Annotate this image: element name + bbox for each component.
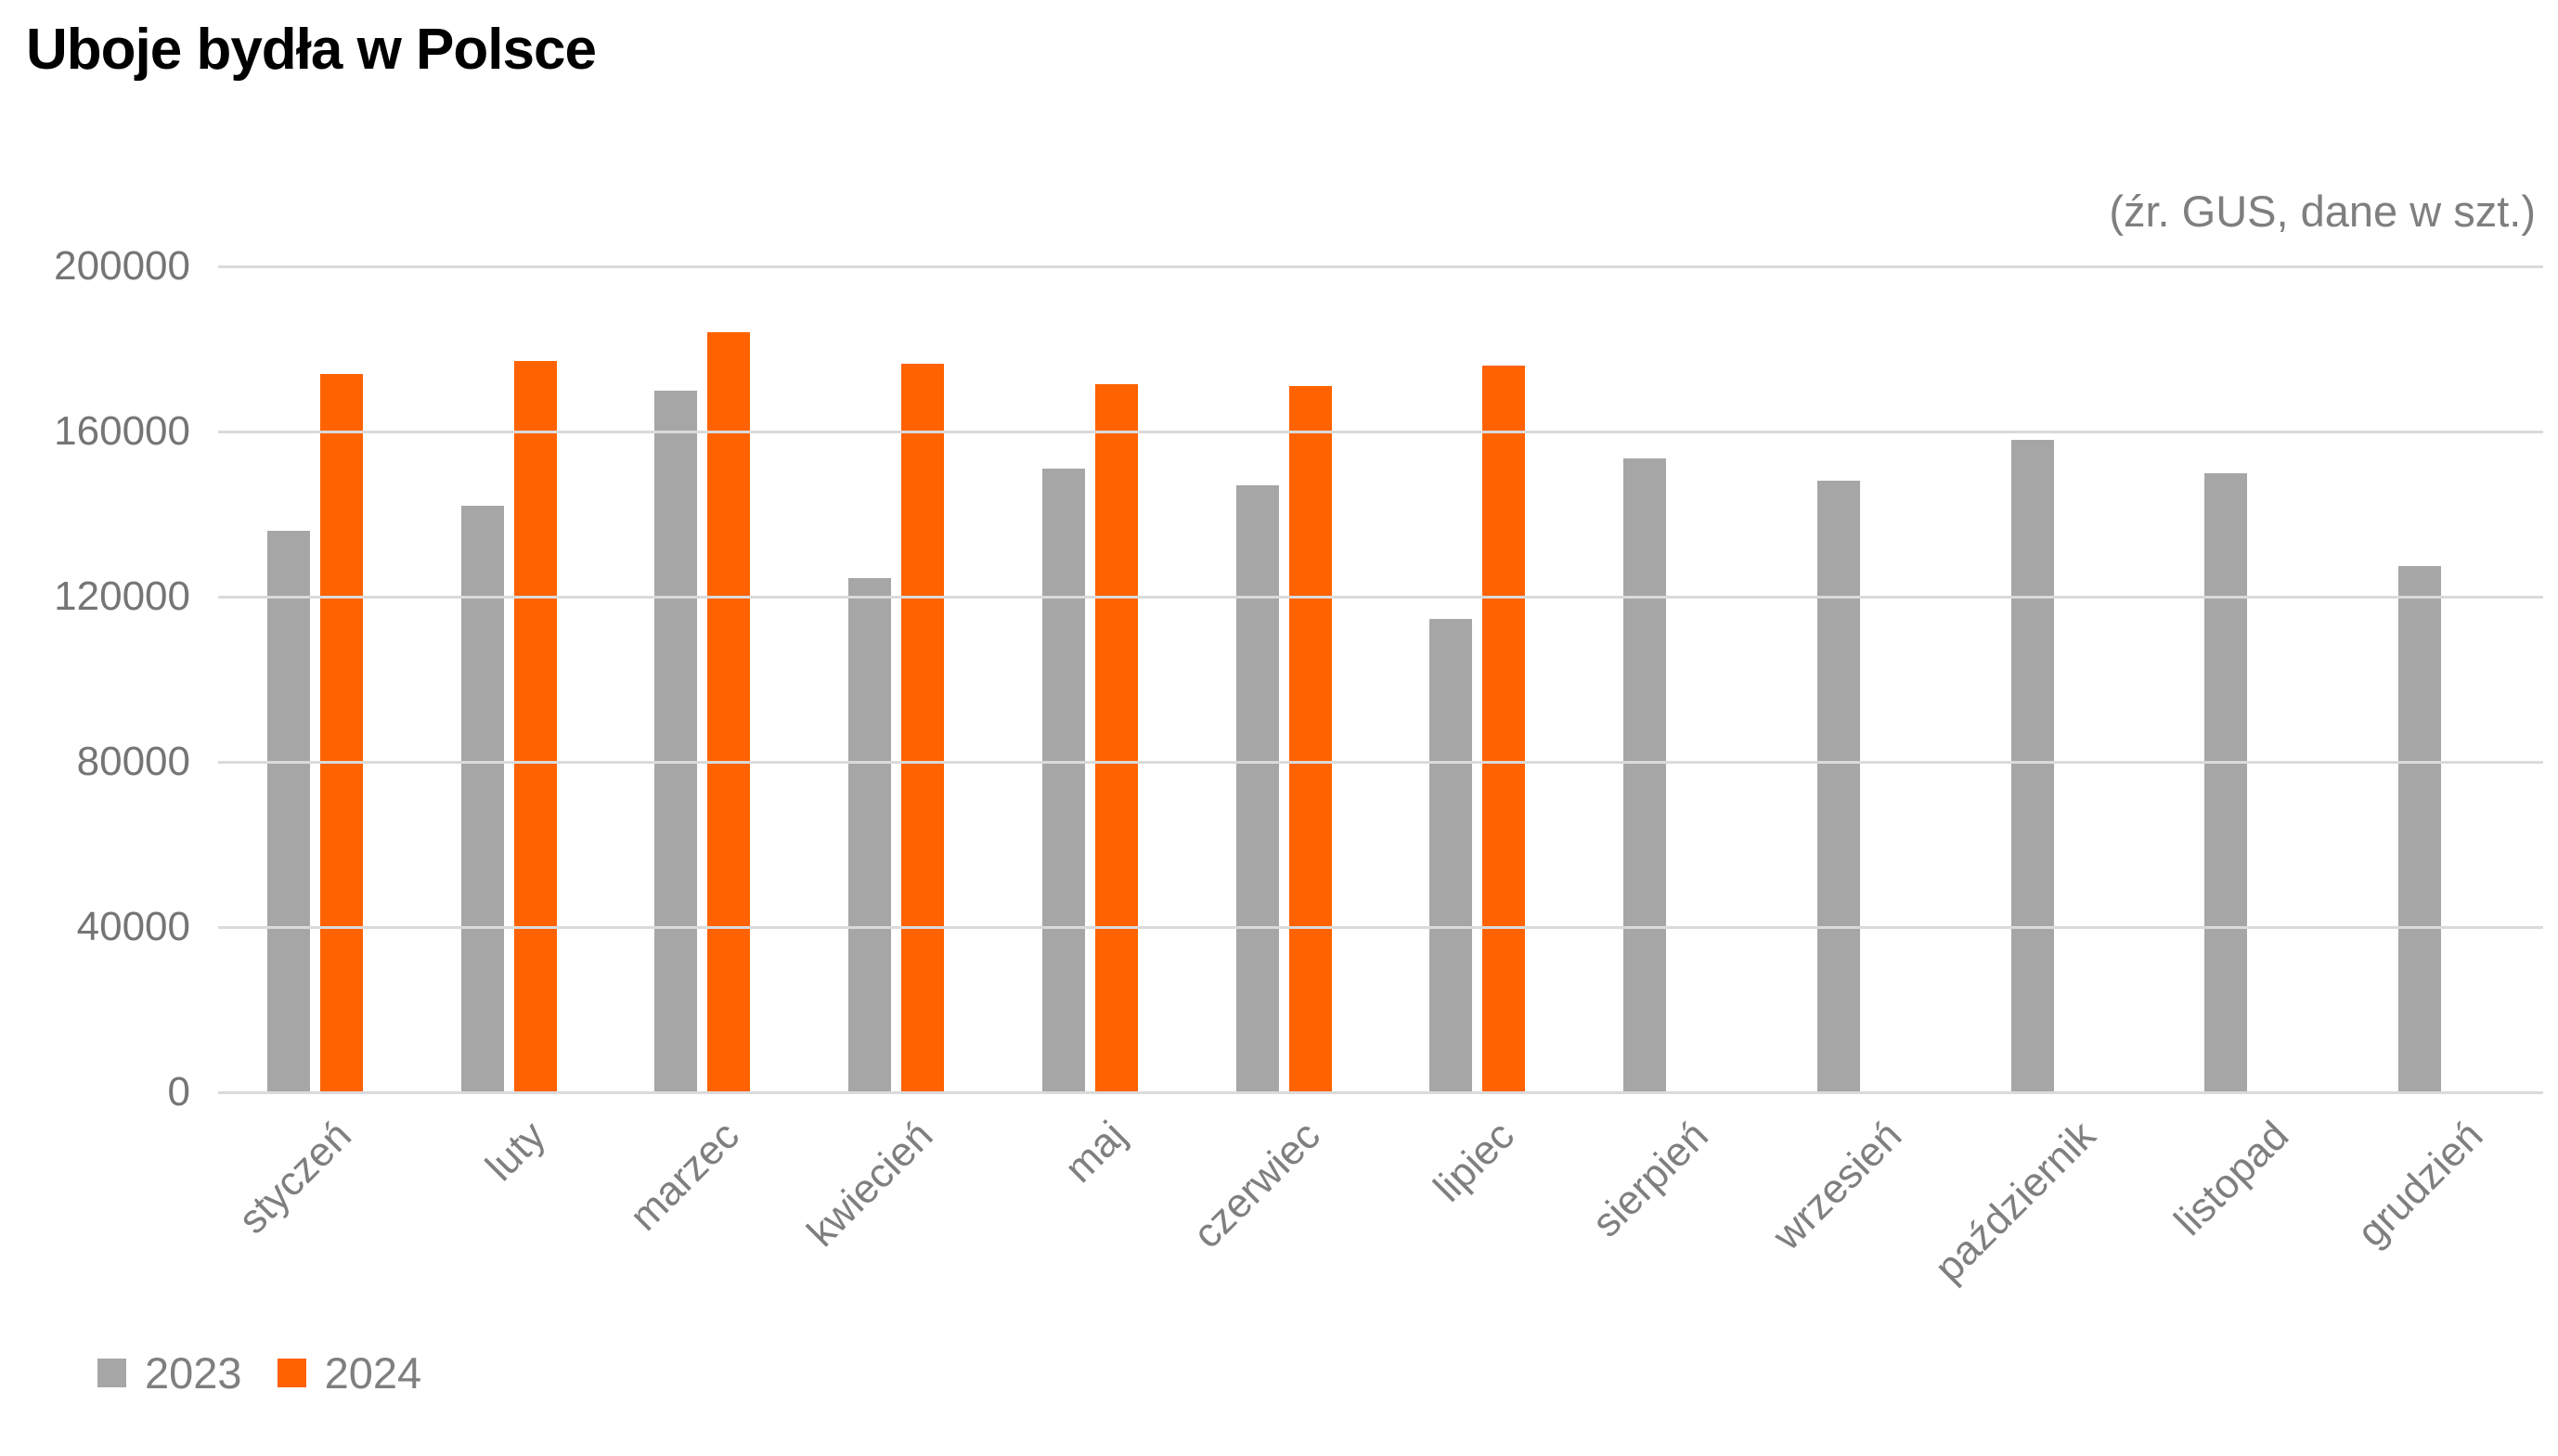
chart-title: Uboje bydła w Polsce <box>26 18 597 82</box>
x-axis-label: marzec <box>620 1113 748 1240</box>
bar-2023-month-2 <box>460 506 504 1092</box>
gridline-0 <box>218 1091 2543 1094</box>
category-group-4: kwiecień <box>798 266 993 1256</box>
x-axis-label: luty <box>476 1113 554 1191</box>
y-tick-label: 200000 <box>54 243 190 289</box>
category-group-7: lipiec <box>1381 266 1575 1211</box>
x-axis-label: kwiecień <box>798 1113 942 1256</box>
bar-2023-month-4 <box>848 577 892 1092</box>
category-group-6: czerwiec <box>1184 266 1381 1257</box>
category-group-3: marzec <box>606 266 800 1240</box>
x-axis-label: wrzesień <box>1763 1113 1911 1259</box>
bar-pair <box>2010 266 2107 1092</box>
bar-pair <box>654 266 751 1092</box>
bar-pair <box>266 266 363 1092</box>
x-axis-label: styczeń <box>229 1113 361 1243</box>
category-group-12: grudzień <box>2348 266 2543 1256</box>
bar-2023-month-8 <box>1623 457 1667 1092</box>
bar-2023-month-10 <box>2010 439 2054 1092</box>
y-axis: 200000 160000 120000 80000 40000 0 <box>0 243 190 1115</box>
x-axis-label: maj <box>1056 1113 1136 1192</box>
x-axis-label: sierpień <box>1583 1113 1717 1246</box>
y-tick-label: 120000 <box>54 573 190 619</box>
category-group-1: styczeń <box>218 266 412 1243</box>
y-tick-label: 40000 <box>76 904 190 949</box>
x-axis-label: grudzień <box>2348 1113 2492 1256</box>
x-axis-label: październik <box>1925 1113 2104 1292</box>
y-tick-label: 80000 <box>76 739 190 784</box>
legend-swatch-2023 <box>97 1359 126 1387</box>
bar-2024-month-7 <box>1482 365 1526 1092</box>
bar-pair <box>1816 266 1913 1092</box>
bar-2023-month-11 <box>2204 472 2248 1092</box>
source-note: (źr. GUS, dane w szt.) <box>2109 187 2536 236</box>
legend-label: 2024 <box>324 1348 422 1398</box>
gridline-160000 <box>218 431 2543 433</box>
category-group-11: listopad <box>2156 266 2350 1244</box>
bar-2024-month-6 <box>1288 386 1332 1092</box>
bar-2023-month-6 <box>1235 484 1279 1092</box>
bar-2023-month-1 <box>266 530 310 1092</box>
bar-pair <box>1235 266 1332 1092</box>
legend-item-2024: 2024 <box>277 1347 422 1398</box>
y-tick-label: 160000 <box>54 408 190 454</box>
legend-label: 2023 <box>145 1348 242 1398</box>
bar-pair <box>1623 266 1719 1092</box>
y-tick-label: 0 <box>167 1069 190 1115</box>
bar-2024-month-1 <box>319 373 363 1092</box>
legend: 2023 2024 <box>97 1347 421 1398</box>
bar-2023-month-5 <box>1041 469 1085 1092</box>
bar-2024-month-2 <box>513 361 557 1092</box>
bar-groups: styczeń luty marzec kwiecień maj czerwiec lipi… <box>218 266 2543 1291</box>
bar-2023-month-12 <box>2398 565 2442 1092</box>
bar-2023-month-7 <box>1429 619 1473 1092</box>
bar-pair <box>2398 266 2494 1092</box>
x-axis-label: listopad <box>2165 1113 2298 1244</box>
bar-pair <box>2204 266 2300 1092</box>
bar-2023-month-3 <box>654 390 698 1092</box>
bar-2024-month-5 <box>1094 383 1138 1092</box>
legend-swatch-2024 <box>277 1359 306 1387</box>
bar-2024-month-4 <box>901 363 945 1092</box>
bar-pair <box>1429 266 1526 1092</box>
x-axis-label: czerwiec <box>1184 1113 1329 1257</box>
gridline-200000 <box>218 265 2543 268</box>
plot-area: styczeń luty marzec kwiecień maj czerwiec lipi… <box>218 265 2543 1291</box>
category-group-2: luty <box>412 266 606 1190</box>
gridline-80000 <box>218 761 2543 764</box>
bar-pair <box>848 266 945 1092</box>
bar-pair <box>1041 266 1138 1092</box>
category-group-10: październik <box>1926 266 2156 1291</box>
legend-item-2023: 2023 <box>97 1347 242 1398</box>
bar-pair <box>460 266 557 1092</box>
category-group-5: maj <box>993 266 1187 1192</box>
gridline-40000 <box>218 926 2543 929</box>
bar-2023-month-9 <box>1816 481 1860 1092</box>
x-axis-label: lipiec <box>1424 1113 1523 1211</box>
category-group-9: wrzesień <box>1764 266 1962 1258</box>
gridline-120000 <box>218 596 2543 599</box>
bar-2024-month-3 <box>707 332 751 1092</box>
category-group-8: sierpień <box>1574 266 1768 1246</box>
